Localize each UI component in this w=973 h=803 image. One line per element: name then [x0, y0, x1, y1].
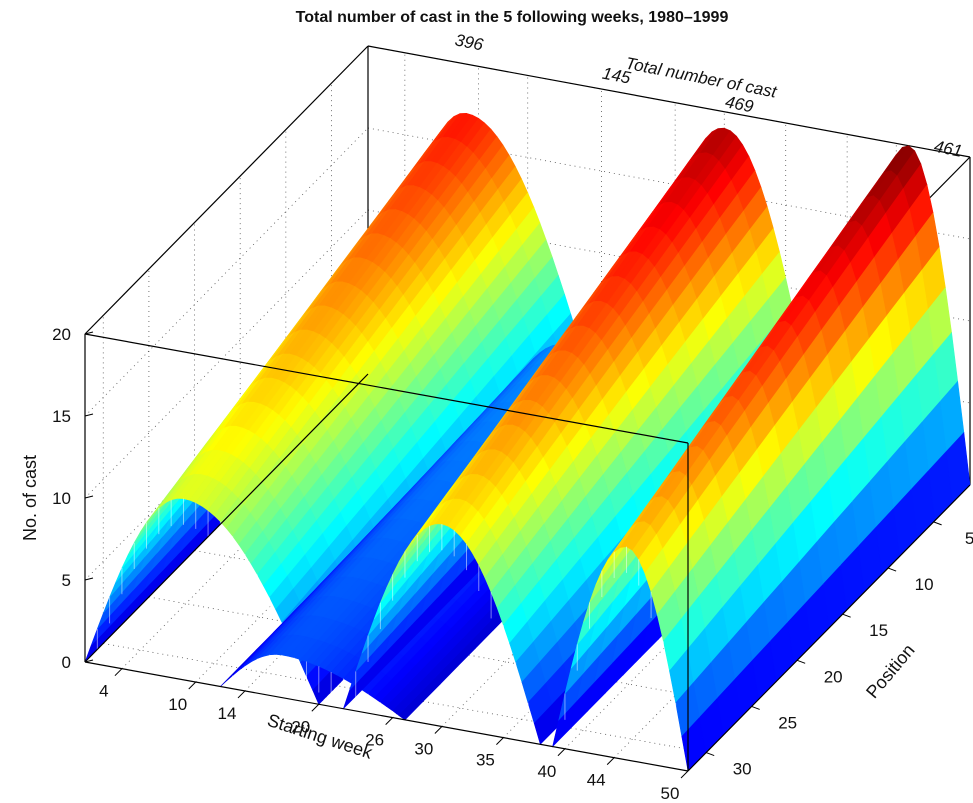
z-tick: [84, 577, 94, 581]
x-tick: [557, 748, 566, 757]
chart-title: Total number of cast in the 5 following …: [296, 9, 729, 26]
box-edge: [687, 484, 971, 772]
total-value-label: 145: [601, 64, 633, 88]
grid-line: [103, 643, 707, 753]
box-edge: [84, 333, 689, 444]
z-axis-title: No. of cast: [20, 455, 40, 541]
y-tick-label: 5: [965, 529, 973, 548]
y-tick: [706, 752, 715, 757]
z-tick-label: 15: [52, 407, 71, 426]
z-tick-label: 20: [52, 325, 71, 344]
x-axis-title: Starting week: [265, 710, 376, 763]
total-axis-title: Total number of cast: [624, 54, 779, 102]
grid-line: [148, 596, 752, 707]
surface-ridge: [552, 145, 971, 772]
z-tick: [84, 659, 94, 663]
x-tick-label: 30: [414, 740, 433, 759]
x-tick: [496, 737, 504, 745]
surface-ridges: [84, 112, 971, 772]
x-tick-label: 26: [365, 731, 384, 750]
z-tick: [84, 331, 94, 335]
x-tick-label: 40: [537, 762, 556, 781]
x-tick: [434, 726, 443, 734]
y-tick-label: 20: [824, 667, 843, 686]
x-tick: [237, 690, 246, 699]
y-tick: [751, 705, 760, 710]
y-tick-label: 25: [778, 713, 797, 732]
y-tick-label: 15: [869, 621, 888, 640]
x-tick-label: 50: [661, 784, 680, 803]
box-edge: [84, 661, 689, 772]
y-tick: [842, 613, 851, 618]
x-tick-label: 10: [168, 695, 187, 714]
x-tick: [680, 770, 689, 779]
x-tick: [385, 717, 394, 725]
x-tick: [606, 757, 615, 766]
x-tick-label: 20: [291, 717, 310, 736]
x-tick-label: 35: [476, 751, 495, 770]
x-tick: [114, 668, 123, 677]
total-value-label: 396: [453, 30, 485, 54]
z-tick-label: 0: [62, 653, 71, 672]
box-edge: [84, 45, 369, 335]
x-tick: [311, 703, 320, 712]
y-tick-label: 10: [915, 575, 934, 594]
z-tick: [84, 413, 94, 417]
y-tick: [933, 521, 942, 526]
x-tick-label: 44: [587, 771, 606, 790]
x-tick-label: 4: [99, 682, 108, 701]
axis-ticks: 0 5 10 15 20 4 10 14 20 26 30 35 40 44 50 5 10 15 20 25 30: [52, 325, 973, 803]
y-axis-title: Position: [862, 640, 918, 702]
z-tick: [84, 495, 94, 499]
x-tick: [188, 681, 197, 690]
z-tick-label: 5: [62, 571, 71, 590]
box-edge: [367, 45, 971, 158]
z-tick-label: 10: [52, 489, 71, 508]
x-tick-label: 14: [218, 704, 237, 723]
y-tick-label: 30: [733, 760, 752, 779]
box-edge: [84, 373, 369, 663]
y-tick: [887, 567, 897, 572]
y-tick: [796, 659, 806, 664]
